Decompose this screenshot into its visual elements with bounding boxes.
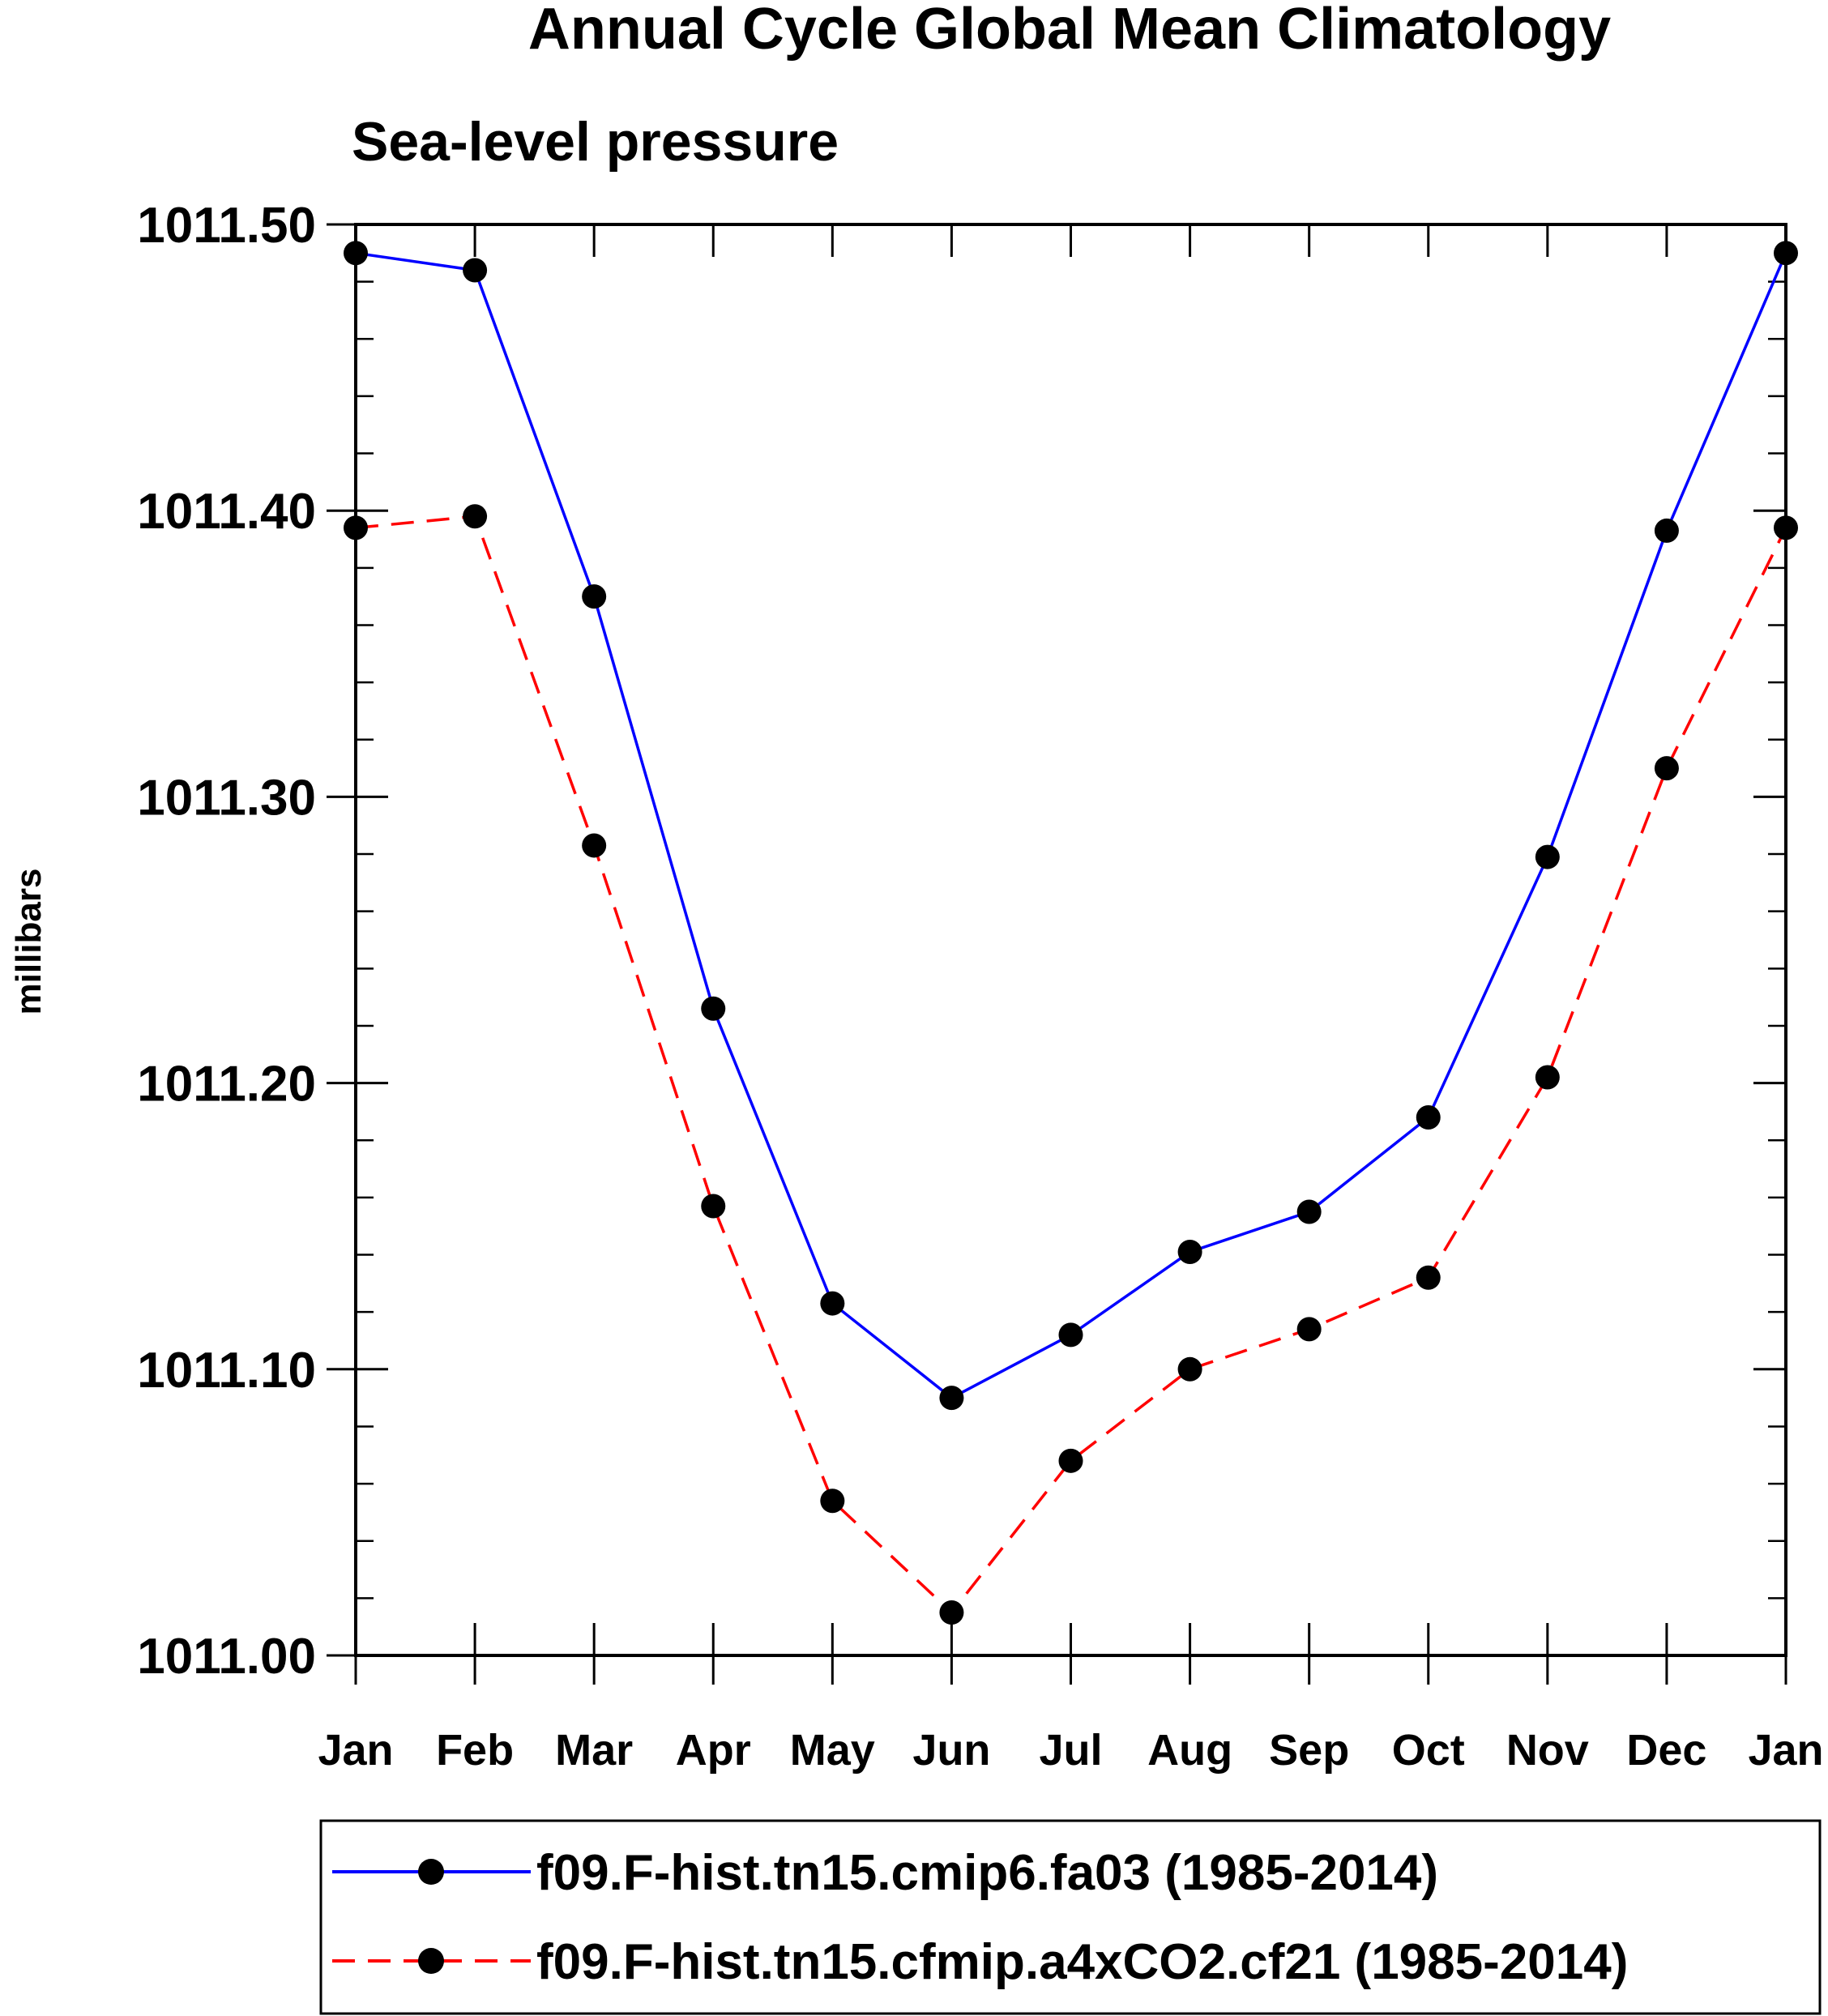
x-tick-label: Sep (1269, 1726, 1349, 1775)
x-tick-label: Dec (1626, 1726, 1706, 1775)
data-point-1-6 (1058, 1448, 1083, 1473)
legend-label-a4xco2: f09.F-hist.tn15.cfmip.a4xCO2.cf21 (1985-… (536, 1934, 1628, 1990)
y-tick-label: 1011.00 (137, 1629, 316, 1685)
data-point-0-2 (582, 584, 607, 609)
data-point-1-10 (1535, 1065, 1560, 1090)
y-tick-label: 1011.50 (137, 198, 316, 254)
y-axis-label: millibars (9, 869, 49, 1015)
x-tick-label: May (790, 1726, 875, 1775)
legend: f09.F-hist.tn15.cmip6.fa03 (1985-2014) f… (319, 1819, 1822, 2015)
x-tick-label: Jan (318, 1726, 393, 1775)
y-tick-label: 1011.20 (137, 1057, 316, 1113)
axis-ticks: Jan Feb Mar Apr May Jun Jul Aug Sep Oct Nov Dec Jan1… (137, 198, 1823, 1775)
x-tick-label: Mar (555, 1726, 633, 1775)
y-tick-label: 1011.10 (137, 1343, 316, 1399)
x-tick-label: Jan (1748, 1726, 1823, 1775)
x-tick-label: Jul (1039, 1726, 1102, 1775)
chart-subtitle: Sea-level pressure (352, 111, 839, 173)
plot-series (344, 241, 1798, 1625)
legend-box (319, 1819, 1822, 2015)
data-point-1-3 (701, 1194, 726, 1219)
data-point-0-7 (1177, 1239, 1202, 1264)
x-tick-label: Apr (676, 1726, 751, 1775)
x-tick-label: Nov (1506, 1726, 1589, 1775)
legend-label-cmip6: f09.F-hist.tn15.cmip6.fa03 (1985-2014) (536, 1845, 1438, 1901)
data-point-1-1 (463, 504, 488, 529)
x-tick-label: Oct (1392, 1726, 1465, 1775)
data-point-0-4 (820, 1291, 845, 1316)
data-point-1-9 (1416, 1265, 1441, 1290)
x-tick-label: Feb (436, 1726, 514, 1775)
data-point-0-11 (1654, 518, 1679, 543)
data-point-1-8 (1296, 1317, 1322, 1342)
legend-marker-cmip6 (418, 1859, 444, 1885)
data-point-0-9 (1416, 1104, 1441, 1130)
data-point-0-8 (1296, 1199, 1322, 1224)
data-point-0-10 (1535, 844, 1560, 869)
data-point-1-5 (939, 1600, 964, 1625)
legend-marker-a4xco2 (418, 1948, 444, 1974)
x-tick-label: Jun (912, 1726, 990, 1775)
data-point-1-2 (582, 833, 607, 858)
y-tick-label: 1011.40 (137, 484, 316, 540)
x-tick-label: Aug (1147, 1726, 1232, 1775)
data-point-1-11 (1654, 756, 1679, 781)
data-point-0-5 (939, 1386, 964, 1411)
data-point-0-1 (463, 258, 488, 283)
data-point-0-3 (701, 996, 726, 1021)
data-point-1-7 (1177, 1356, 1202, 1382)
plot-frame (354, 223, 1787, 1657)
data-point-1-4 (820, 1489, 845, 1514)
y-tick-label: 1011.30 (137, 770, 316, 826)
series-line-0 (355, 251, 1787, 1400)
series-line-1 (355, 515, 1787, 1615)
chart-title: Annual Cycle Global Mean Climatology (528, 0, 1611, 62)
data-point-0-6 (1058, 1322, 1083, 1348)
